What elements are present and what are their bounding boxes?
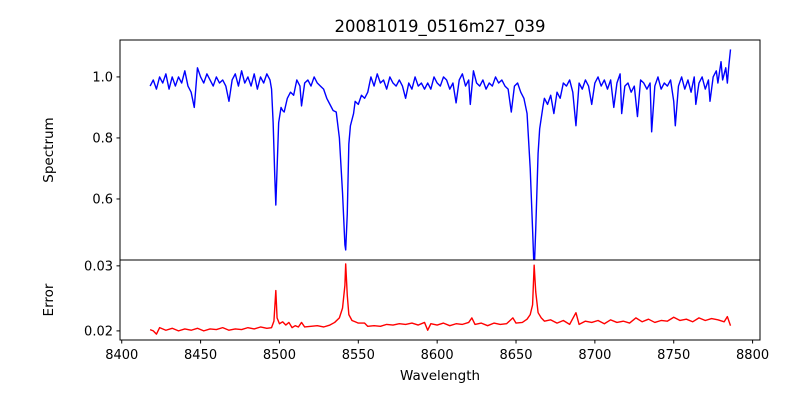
spectrum-series-line (149, 49, 732, 260)
spectrum-y-tick-label: 0.8 (92, 131, 113, 146)
error-axes: 0.02 0.03 8400 8450 8500 8550 8600 8650 8700 8750… (84, 259, 769, 363)
error-x-tick-label: 8650 (499, 348, 532, 363)
error-x-tick-label: 8450 (184, 348, 217, 363)
error-x-tick-label: 8550 (342, 348, 375, 363)
error-series-line (149, 263, 732, 335)
spectrum-y-axis-label: Spectrum (41, 117, 57, 182)
chart-title: 20081019_0516m27_039 (334, 17, 545, 37)
spectrum-y-tick-label: 1.0 (92, 70, 113, 85)
error-y-tick-label: 0.03 (84, 259, 113, 274)
spectrum-y-tick-label: 0.6 (92, 192, 113, 207)
error-x-tick-label: 8500 (263, 348, 296, 363)
error-y-axis-label: Error (41, 283, 57, 316)
error-y-tick-label: 0.02 (84, 324, 113, 339)
x-axis-label: Wavelength (400, 368, 480, 384)
error-x-tick-label: 8400 (105, 348, 138, 363)
error-x-tick-label: 8600 (421, 348, 454, 363)
error-x-tick-label: 8700 (578, 348, 611, 363)
error-axes-frame (119, 259, 761, 341)
error-x-tick-label: 8750 (657, 348, 690, 363)
error-x-tick-label: 8800 (736, 348, 769, 363)
